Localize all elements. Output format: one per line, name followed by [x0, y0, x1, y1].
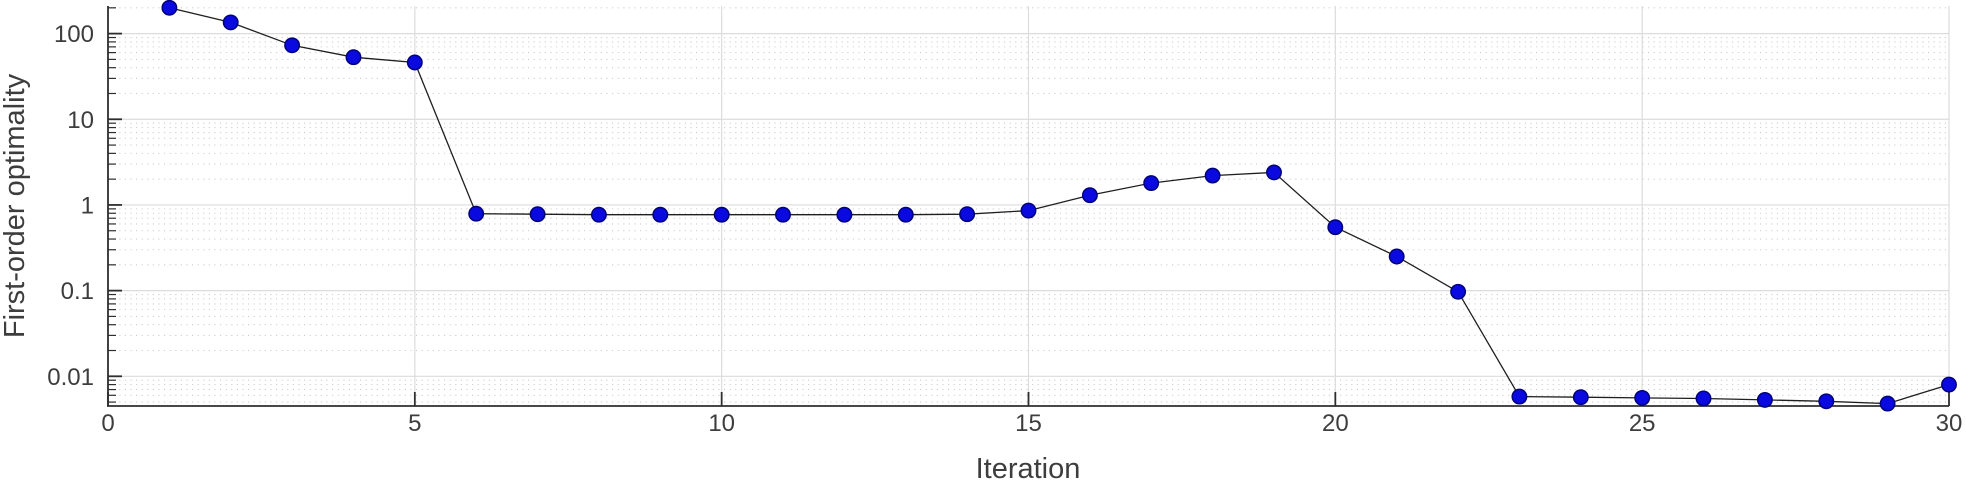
- x-tick-label: 20: [1322, 410, 1349, 437]
- x-axis-label: Iteration: [976, 453, 1081, 485]
- tick-label-layer: 0 5 10 15 20 25 30 100 10 1 0.1 0.01: [47, 21, 1962, 437]
- data-point: [959, 206, 976, 223]
- data-point: [1634, 389, 1651, 406]
- y-tick-label: 10: [67, 107, 94, 134]
- data-point: [1266, 164, 1282, 181]
- y-tick-label: 0.1: [61, 278, 94, 305]
- data-point: [284, 37, 301, 54]
- y-tick-label: 0.01: [47, 364, 94, 391]
- data-point: [1020, 202, 1037, 219]
- data-point: [529, 206, 546, 223]
- data-point: [1818, 393, 1835, 410]
- data-point: [1327, 219, 1344, 236]
- y-axis-label: First-order optimality: [0, 73, 31, 338]
- x-tick-label: 10: [708, 410, 735, 437]
- series-layer: [161, 0, 1957, 412]
- data-point: [1204, 167, 1221, 184]
- data-point: [1450, 283, 1467, 300]
- x-tick-label: 5: [408, 410, 421, 437]
- data-point: [1941, 376, 1957, 393]
- data-point: [897, 206, 914, 223]
- data-point: [836, 206, 853, 223]
- data-point: [1572, 389, 1589, 406]
- x-tick-label: 25: [1629, 410, 1656, 437]
- data-line: [169, 7, 1950, 405]
- x-tick-label: 30: [1936, 410, 1963, 437]
- y-tick-label: 100: [54, 21, 94, 48]
- data-point: [406, 54, 423, 71]
- data-point: [1388, 248, 1405, 265]
- data-point: [1879, 395, 1896, 412]
- data-point: [590, 206, 607, 223]
- x-tick-label: 0: [101, 410, 114, 437]
- data-point: [775, 206, 791, 223]
- data-point: [1511, 388, 1528, 405]
- data-point: [1756, 391, 1773, 408]
- data-point: [1143, 175, 1160, 192]
- data-point: [161, 0, 178, 16]
- data-point: [468, 205, 485, 222]
- data-point: [1695, 390, 1712, 407]
- data-point: [652, 206, 669, 223]
- data-point: [222, 14, 239, 31]
- axes-layer: [107, 6, 1950, 407]
- y-tick-label: 1: [81, 192, 94, 219]
- x-tick-label: 15: [1015, 410, 1042, 437]
- data-point: [713, 206, 730, 223]
- data-point: [1081, 187, 1098, 204]
- data-point: [345, 49, 362, 66]
